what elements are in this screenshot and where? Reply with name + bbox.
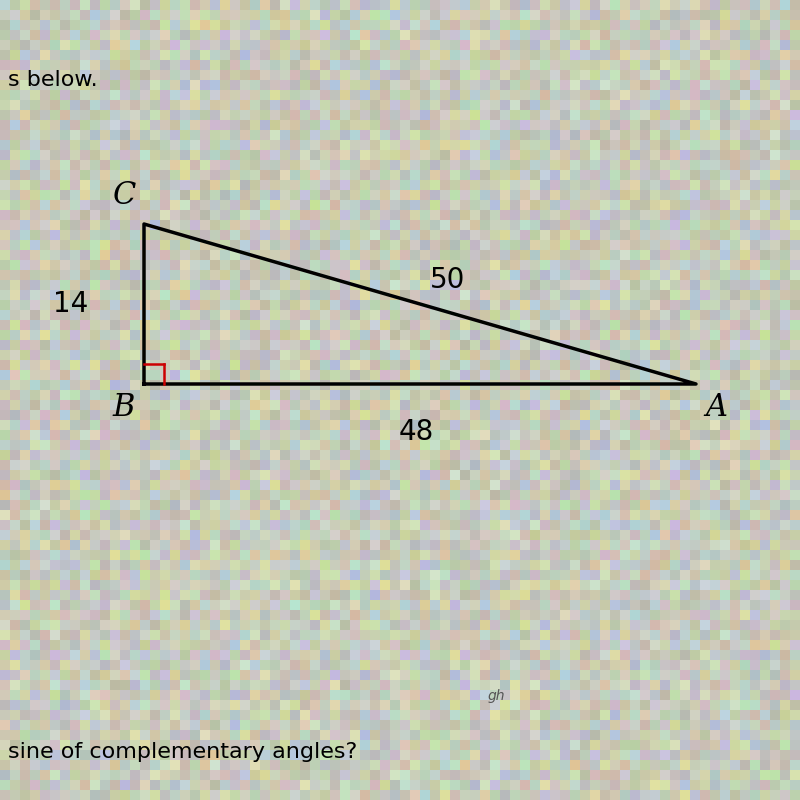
Text: 50: 50: [430, 266, 466, 294]
Text: gh: gh: [487, 689, 505, 703]
Text: 14: 14: [53, 290, 88, 318]
Text: B: B: [113, 393, 135, 423]
Text: sine of complementary angles?: sine of complementary angles?: [8, 742, 358, 762]
Text: C: C: [112, 181, 136, 211]
Text: A: A: [705, 393, 727, 423]
Text: s below.: s below.: [8, 70, 98, 90]
Text: 48: 48: [398, 418, 434, 446]
